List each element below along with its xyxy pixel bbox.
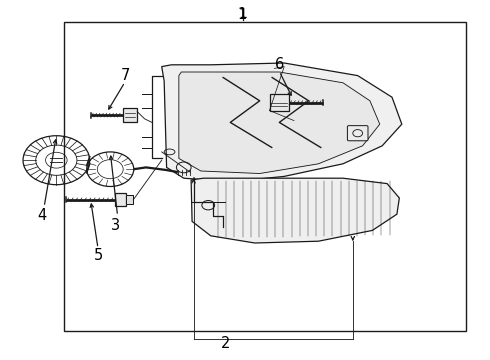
Bar [126,195,133,204]
Polygon shape [179,72,380,174]
Text: 4: 4 [37,208,46,224]
Bar [122,108,137,122]
Text: 6: 6 [275,57,284,72]
Bar [270,94,289,111]
Text: 1: 1 [238,7,247,22]
FancyBboxPatch shape [347,126,368,141]
Bar [115,193,126,206]
Text: 3: 3 [111,217,120,233]
Polygon shape [191,178,399,243]
Text: 2: 2 [220,336,230,351]
Text: 1: 1 [238,8,247,21]
Polygon shape [162,63,402,182]
Text: 5: 5 [94,248,102,263]
Bar [64,22,465,331]
Text: 7: 7 [120,68,130,83]
